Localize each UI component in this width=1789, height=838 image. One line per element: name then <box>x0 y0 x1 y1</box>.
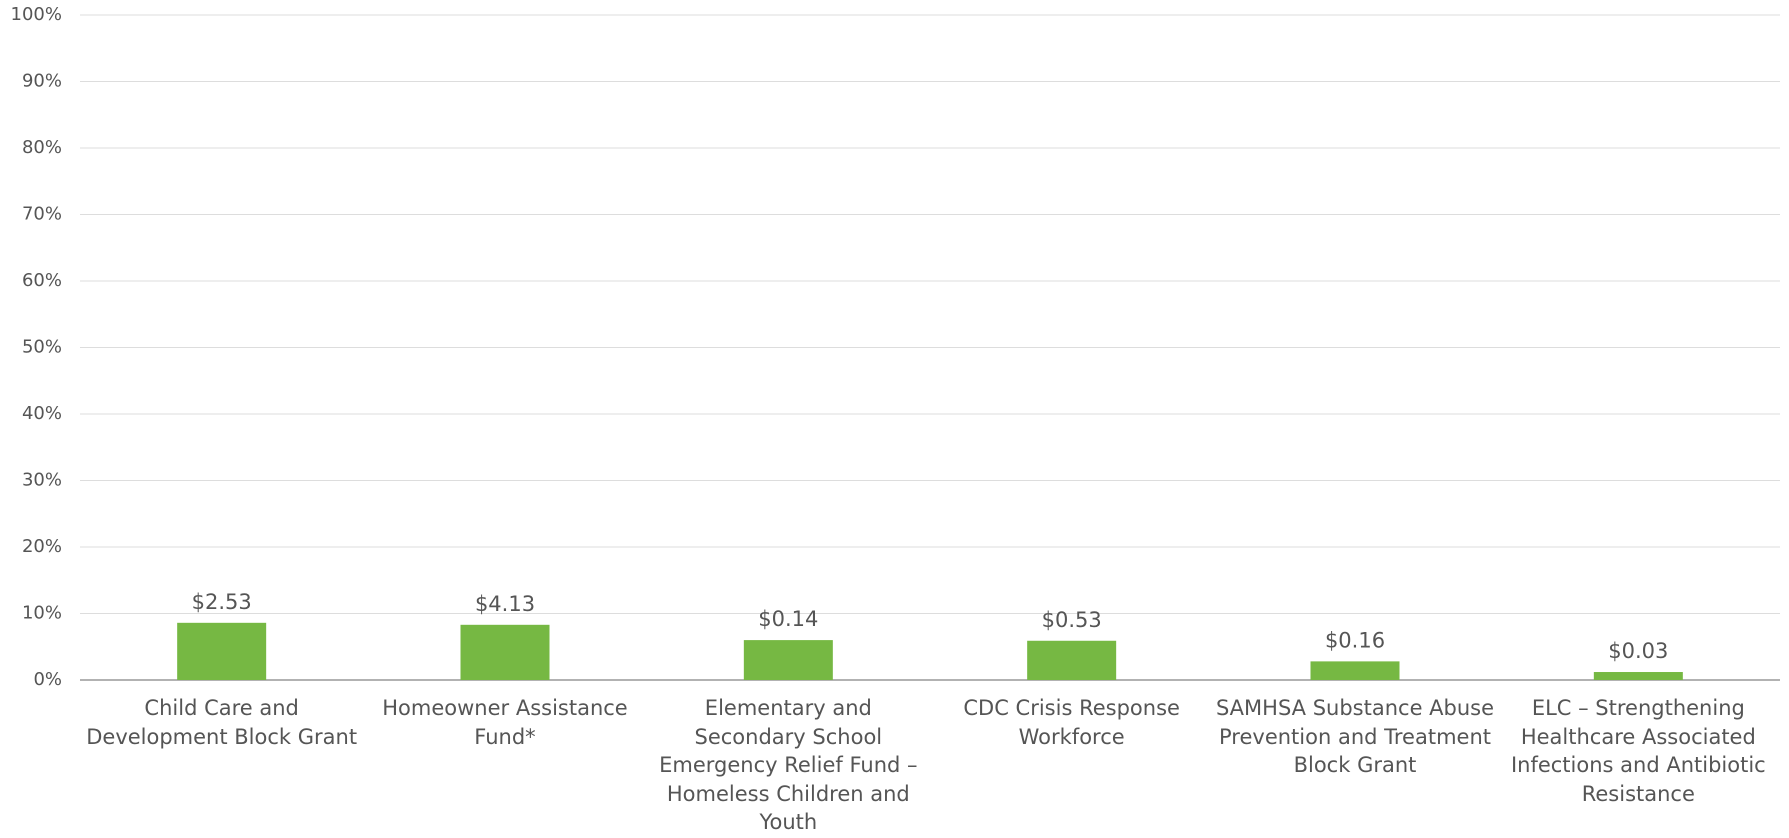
y-tick-label: 30% <box>22 470 62 491</box>
bar <box>1027 640 1117 680</box>
bar <box>1593 672 1683 680</box>
bar-label: $0.03 <box>1608 639 1668 663</box>
y-tick-label: 80% <box>22 137 62 158</box>
y-tick-label: 90% <box>22 71 62 92</box>
x-tick-label: CDC Crisis Response Workforce <box>963 696 1180 749</box>
bar-label: $0.16 <box>1325 628 1385 652</box>
x-tick-label: Homeowner Assistance Fund* <box>382 696 628 749</box>
bar <box>177 622 267 680</box>
y-tick-label: 100% <box>11 4 62 25</box>
y-tick-label: 50% <box>22 337 62 358</box>
bar-label: $4.13 <box>475 592 535 616</box>
x-tick-label: Elementary and Secondary School Emergenc… <box>659 696 918 834</box>
bar <box>1310 661 1400 680</box>
y-tick-label: 20% <box>22 536 62 557</box>
bar-label: $0.53 <box>1042 608 1102 632</box>
y-tick-label: 0% <box>33 669 62 690</box>
x-tick-label: SAMHSA Substance Abuse Prevention and Tr… <box>1215 696 1495 777</box>
x-tick-label: ELC – Strengthening Healthcare Associate… <box>1510 696 1766 806</box>
bar <box>460 624 550 680</box>
bar-label: $0.14 <box>758 607 818 631</box>
bar <box>743 640 833 680</box>
y-tick-label: 10% <box>22 603 62 624</box>
y-tick-label: 70% <box>22 204 62 225</box>
bar-label: $2.53 <box>192 590 252 614</box>
y-tick-label: 60% <box>22 270 62 291</box>
y-tick-label: 40% <box>22 403 62 424</box>
x-tick-label: Child Care and Development Block Grant <box>86 696 358 749</box>
